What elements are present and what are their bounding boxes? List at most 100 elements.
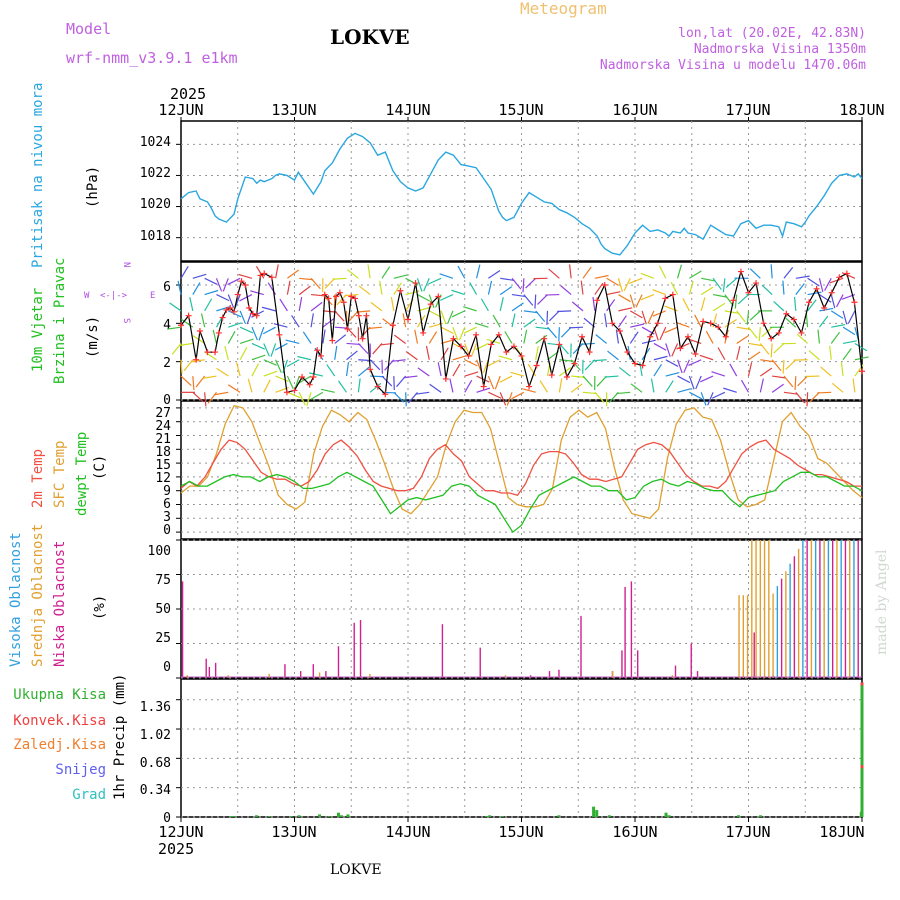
wind-arrow [275, 375, 289, 383]
wind-arrow [263, 343, 270, 357]
wind-arrow [222, 278, 229, 292]
precip-bar [607, 815, 611, 817]
wind-arrow [525, 277, 537, 289]
wind-arrow [596, 375, 608, 387]
tick-label: 2 [163, 356, 171, 371]
tick-label: 21 [155, 432, 171, 447]
tick-label: 6 [163, 280, 171, 295]
precip-bar [500, 816, 504, 817]
wind-arrow [807, 299, 817, 312]
dewpt-line [180, 471, 863, 534]
wind-arrow [381, 266, 391, 279]
wind-arrow [302, 331, 312, 344]
wind-arrow [227, 330, 236, 344]
wind-arrow [204, 351, 217, 361]
wind-marker [276, 331, 283, 338]
wind-arrow [190, 359, 205, 363]
wind-marker [586, 349, 593, 356]
wind-marker [450, 335, 457, 342]
wind-arrow [830, 310, 844, 319]
wind-arrow [615, 329, 620, 344]
wind-marker [859, 368, 865, 375]
wind-marker [333, 293, 340, 300]
wind-arrow [641, 310, 647, 325]
wind-arrow [417, 294, 431, 302]
wind-arrow [523, 294, 534, 306]
wind-arrow [214, 391, 229, 396]
wind-arrow [487, 375, 495, 390]
wind-arrow [736, 326, 751, 331]
precip-bar [667, 815, 671, 817]
time-label: 18JUN [819, 823, 864, 841]
wind-arrow [795, 391, 806, 404]
wind-arrow [771, 383, 784, 393]
wind-arrow [675, 321, 690, 328]
wind-arrow [511, 391, 525, 400]
wind-marker [526, 383, 533, 390]
precip-legend-frz: Zaledj.Kisa [13, 737, 106, 753]
wind-arrow [694, 314, 702, 328]
precip-bar [289, 816, 293, 817]
tick-label: 50 [155, 602, 171, 617]
wind-marker [503, 349, 510, 356]
wind-arrow [449, 378, 454, 393]
wind-arrow [580, 342, 595, 345]
wind-marker [261, 270, 268, 277]
wind-marker [609, 320, 616, 327]
wind-arrow [202, 375, 217, 379]
wind-arrow [783, 375, 794, 388]
wind-arrow [261, 306, 276, 312]
wind-marker [465, 352, 472, 359]
wind-arrow [337, 380, 348, 393]
precip-conv-cap [860, 682, 864, 686]
precip-bar [485, 816, 489, 817]
wind-arrow [236, 362, 241, 377]
wind-arrow [423, 278, 430, 292]
precip-bar [592, 806, 596, 817]
wind-arrow [204, 298, 213, 312]
wind-arrow [689, 270, 702, 279]
wind-arrow [499, 392, 507, 406]
wind-marker [548, 372, 555, 379]
wind-marker [457, 343, 464, 350]
wind-arrow [794, 376, 797, 391]
time-label: 15JUN [498, 823, 543, 841]
wind-arrow [440, 347, 449, 361]
wind-marker [563, 374, 570, 380]
wind-arrow [451, 289, 465, 296]
tick-label: 1024 [140, 135, 171, 150]
wind-arrow [852, 378, 856, 393]
wind-arrow [177, 280, 182, 295]
wind-arrow [405, 392, 407, 407]
wind-arrow [717, 347, 726, 361]
wind-arrow [212, 329, 218, 344]
wind-marker [299, 374, 306, 380]
wind-arrow [334, 326, 349, 329]
wind-arrow [192, 282, 201, 295]
wind-arrow [369, 382, 382, 393]
wind-arrow [279, 298, 288, 312]
wind-arrow [357, 366, 370, 377]
wind-marker [389, 322, 396, 329]
wind-arrow [334, 310, 345, 322]
wind-arrow [647, 310, 655, 324]
tick-label: 18 [155, 445, 171, 460]
wind-marker [624, 349, 631, 356]
wind-marker [268, 274, 275, 281]
time-labels-top: 12JUN 13JUN 14JUN 15JUN 16JUN 17JUN 18JU… [158, 101, 884, 119]
time-label: 17JUN [725, 101, 770, 119]
wind-arrow [263, 370, 278, 377]
wind-arrow [548, 268, 560, 279]
time-labels-bottom: 12JUN 13JUN 14JUN 15JUN 16JUN 17JUN 18JU… [158, 823, 864, 841]
wind-marker [768, 335, 775, 342]
wind-arrow [819, 307, 834, 312]
wind-arrow [415, 391, 430, 395]
wind-marker [253, 312, 260, 319]
wind-arrow [539, 380, 549, 393]
wind-arrow [239, 347, 248, 361]
wind-arrow [322, 329, 326, 344]
precip-bar [759, 815, 763, 817]
wind-arrow [773, 300, 785, 312]
wind-marker [291, 387, 298, 394]
time-label: 12JUN [158, 101, 203, 119]
